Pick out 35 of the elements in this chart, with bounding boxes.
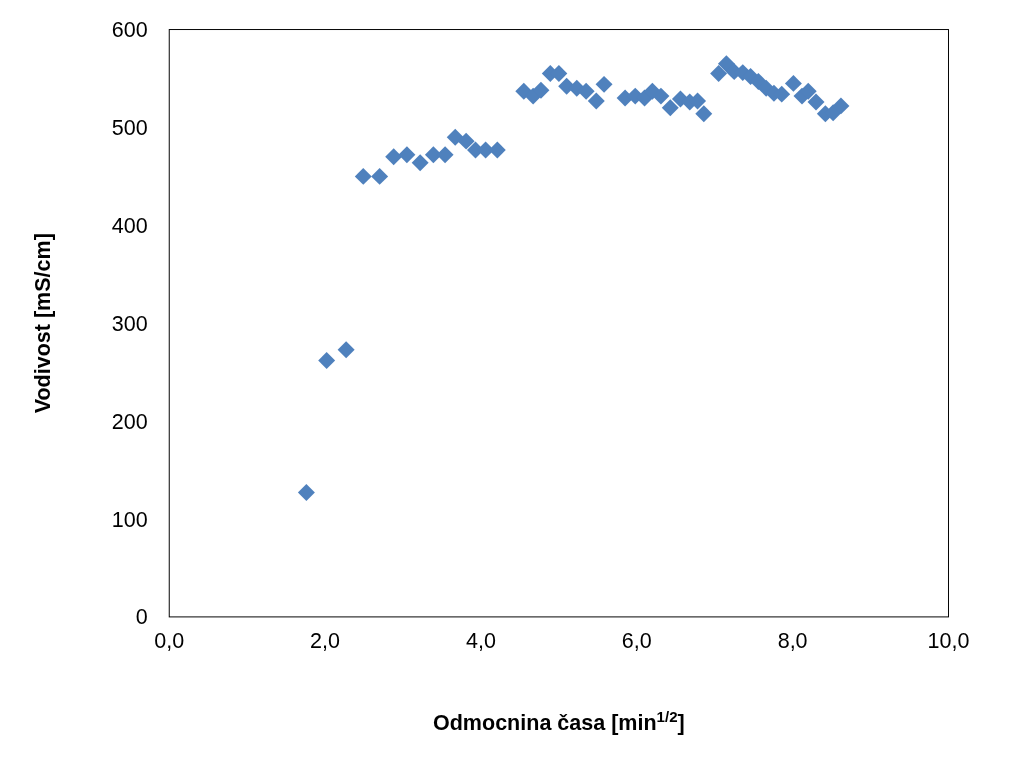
point xyxy=(398,146,416,164)
y-tick-label: 300 xyxy=(111,311,148,336)
y-tick-label: 100 xyxy=(111,507,148,532)
point xyxy=(457,132,475,150)
point xyxy=(661,99,679,117)
y-tick-label: 0 xyxy=(135,605,148,630)
point xyxy=(807,93,825,111)
x-tick-label: 6,0 xyxy=(621,629,652,654)
y-tick-label: 600 xyxy=(111,18,148,43)
point xyxy=(595,75,613,93)
point xyxy=(354,167,372,185)
point xyxy=(385,148,403,166)
point xyxy=(318,351,336,369)
point xyxy=(532,81,550,99)
point xyxy=(710,65,728,83)
x-axis-title: Odmocnina časa [min$^{1/2}$] xyxy=(433,707,685,736)
x-tick-label: 0,0 xyxy=(154,629,185,654)
point xyxy=(411,154,429,172)
x-tick-label: 2,0 xyxy=(310,629,341,654)
point xyxy=(717,55,735,73)
x-tick-label: 4,0 xyxy=(465,629,496,654)
point xyxy=(337,341,355,359)
point xyxy=(832,97,850,115)
point xyxy=(652,87,670,105)
x-tick-label: 10,0 xyxy=(927,629,970,654)
point xyxy=(371,167,389,185)
y-tick-label: 500 xyxy=(111,115,148,140)
x-tick-label: 8,0 xyxy=(777,629,808,654)
y-tick-label: 400 xyxy=(111,213,148,238)
point xyxy=(297,484,315,502)
point xyxy=(784,74,802,92)
y-axis-title: Vodivost [mS/cm] xyxy=(30,233,55,414)
y-tick-label: 200 xyxy=(111,409,148,434)
point xyxy=(587,92,605,110)
point xyxy=(695,105,713,123)
